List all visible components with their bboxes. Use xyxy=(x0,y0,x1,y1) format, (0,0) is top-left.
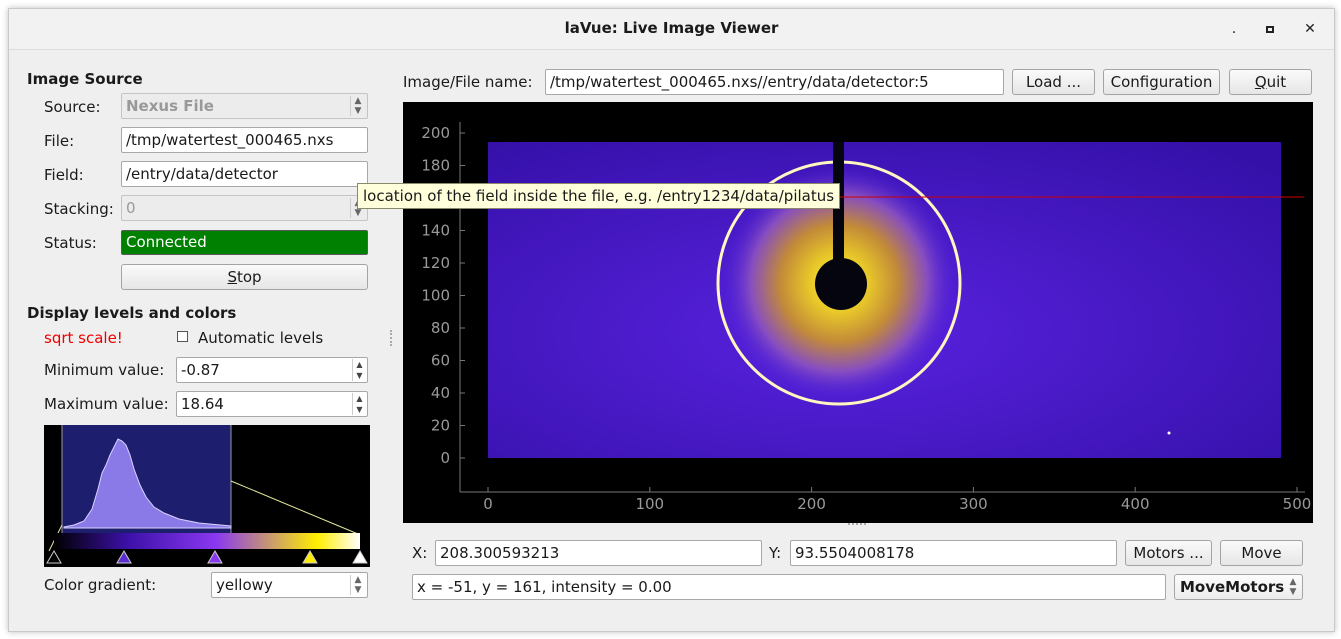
hot-pixel xyxy=(1167,431,1171,435)
histogram-curve xyxy=(63,438,232,529)
y-tick-label: 0 xyxy=(440,449,450,467)
y-tick-label: 40 xyxy=(431,384,450,402)
beamstop xyxy=(815,258,867,310)
stacking-select[interactable]: 0 ▲▼ xyxy=(121,195,368,221)
color-gradient-label: Color gradient: xyxy=(44,576,157,594)
auto-levels-checkbox[interactable] xyxy=(177,331,188,342)
x-coord-label: X: xyxy=(412,544,428,562)
x-tick-label: 300 xyxy=(959,495,988,513)
histogram-widget[interactable] xyxy=(44,425,370,567)
gradient-tick-purple-2[interactable] xyxy=(207,550,223,564)
field-label: Field: xyxy=(44,166,84,184)
sqrt-scale-warning: sqrt scale! xyxy=(44,329,123,347)
move-button[interactable]: Move xyxy=(1220,540,1303,566)
stop-button-label: top xyxy=(236,268,262,286)
file-input[interactable]: /tmp/watertest_000465.nxs xyxy=(121,127,368,153)
color-gradient-value: yellowy xyxy=(216,576,273,594)
y-tick-label: 100 xyxy=(421,287,450,305)
min-value-label: Minimum value: xyxy=(44,361,165,379)
status-indicator: Connected xyxy=(121,230,368,255)
x-tick-labels: 0 100 200 300 400 500 xyxy=(483,487,1311,513)
stop-button[interactable]: Stop xyxy=(121,264,368,290)
x-tick-label: 100 xyxy=(635,495,664,513)
title-bar: laVue: Live Image Viewer ․ ✕ xyxy=(9,9,1334,50)
x-coord-field[interactable]: 208.300593213 xyxy=(435,540,762,566)
gradient-tick-purple-1[interactable] xyxy=(116,550,132,564)
stacking-select-value: 0 xyxy=(126,199,136,217)
source-label: Source: xyxy=(44,98,101,116)
y-tick-label: 20 xyxy=(431,417,450,435)
y-tick-label: 200 xyxy=(421,124,450,142)
x-tick-label: 200 xyxy=(797,495,826,513)
quit-button-label: uit xyxy=(1266,73,1287,91)
image-source-heading: Image Source xyxy=(27,70,143,88)
move-motors-select[interactable]: MoveMotors ▲ ▼ xyxy=(1174,574,1303,600)
gradient-tick-white[interactable] xyxy=(352,550,368,564)
status-label: Status: xyxy=(44,234,97,252)
display-levels-heading: Display levels and colors xyxy=(27,304,237,322)
x-tick-label: 0 xyxy=(483,495,493,513)
motors-button[interactable]: Motors ... xyxy=(1125,540,1212,566)
gradient-tick-yellow[interactable] xyxy=(302,550,318,564)
quit-button[interactable]: Quit xyxy=(1229,69,1312,95)
y-tick-label: 80 xyxy=(431,319,450,337)
max-value-text: 18.64 xyxy=(181,395,224,413)
min-value-text: -0.87 xyxy=(181,361,220,379)
lut-link-right xyxy=(230,480,359,535)
gradient-tick-black[interactable] xyxy=(46,550,62,564)
splitter-handle[interactable] xyxy=(390,330,396,346)
beamstop-arm xyxy=(833,142,844,304)
y-coord-field[interactable]: 93.5504008178 xyxy=(790,540,1117,566)
load-button[interactable]: Load ... xyxy=(1012,69,1095,95)
field-input[interactable]: /entry/data/detector xyxy=(121,161,368,187)
file-label: File: xyxy=(44,132,75,150)
y-tick-label: 120 xyxy=(421,254,450,272)
color-gradient-select[interactable]: yellowy ▲ ▼ xyxy=(211,572,368,598)
y-tick-label: 140 xyxy=(421,222,450,240)
move-motors-value: MoveMotors xyxy=(1180,578,1285,596)
x-tick-label: 400 xyxy=(1121,495,1150,513)
plot-splitter-handle[interactable] xyxy=(848,523,866,529)
spin-arrows-icon[interactable]: ▲ ▼ xyxy=(352,393,366,415)
file-name-label: Image/File name: xyxy=(403,73,533,91)
chevron-updown-icon: ▲▼ xyxy=(350,96,365,116)
configuration-button[interactable]: Configuration xyxy=(1103,69,1220,95)
max-value-spinbox[interactable]: 18.64 ▲ ▼ xyxy=(176,391,368,417)
source-select-value: Nexus File xyxy=(126,97,214,115)
chevron-updown-icon: ▲▼ xyxy=(350,575,365,595)
pixel-info-field: x = -51, y = 161, intensity = 0.00 xyxy=(412,574,1166,600)
maximize-icon[interactable] xyxy=(1260,19,1280,39)
file-name-input[interactable]: /tmp/watertest_000465.nxs//entry/data/de… xyxy=(545,69,1004,95)
y-coord-label: Y: xyxy=(769,544,782,562)
spin-arrows-icon[interactable]: ▲ ▼ xyxy=(352,359,366,381)
minimize-icon[interactable]: ․ xyxy=(1231,21,1237,37)
source-select[interactable]: Nexus File ▲ ▼ xyxy=(121,93,368,119)
field-tooltip: location of the field inside the file, e… xyxy=(357,183,841,209)
y-tick-label: 180 xyxy=(421,157,450,175)
gradient-bar[interactable] xyxy=(54,533,360,549)
stacking-label: Stacking: xyxy=(44,200,114,218)
y-tick-label: 60 xyxy=(431,352,450,370)
max-value-label: Maximum value: xyxy=(44,395,169,413)
window-title: laVue: Live Image Viewer xyxy=(564,19,779,37)
min-value-spinbox[interactable]: -0.87 ▲ ▼ xyxy=(176,357,368,383)
x-tick-label: 500 xyxy=(1283,495,1312,513)
close-icon[interactable]: ✕ xyxy=(1304,21,1316,37)
chevron-updown-icon: ▲▼ xyxy=(1289,577,1297,597)
auto-levels-label: Automatic levels xyxy=(198,329,324,347)
